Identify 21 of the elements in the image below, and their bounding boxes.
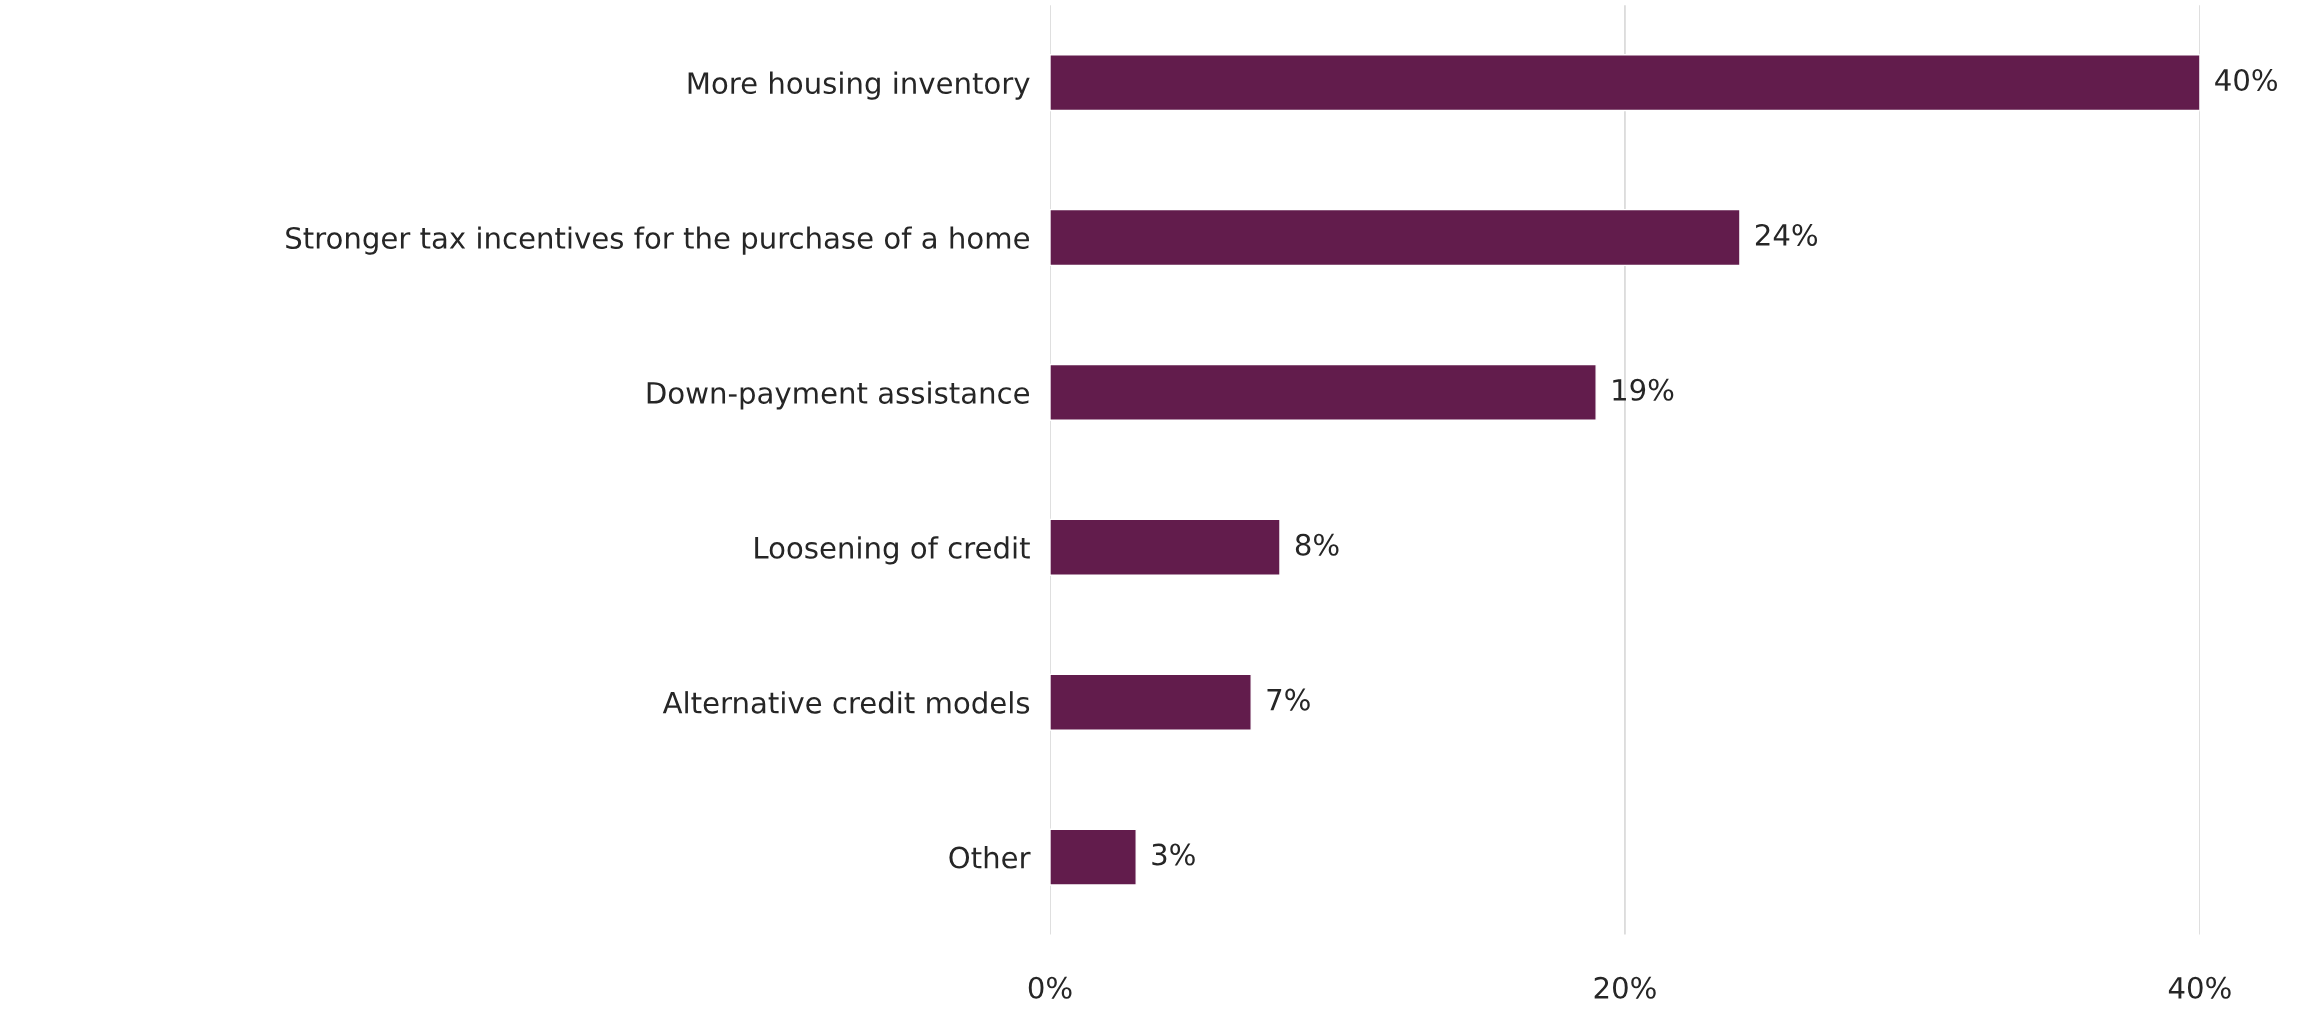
data-label: 19% — [1613, 378, 1674, 401]
data-label: 24% — [1755, 223, 1818, 246]
data-label: 8% — [1295, 533, 1339, 556]
y-tick-label: Down-payment assistance — [647, 381, 1030, 410]
data-label: 3% — [1152, 843, 1195, 866]
x-tick-label: 20% — [1594, 976, 1656, 999]
data-label: 40% — [2215, 68, 2277, 92]
y-tick-label: Alternative credit models — [662, 691, 1030, 714]
y-tick-label: Other — [949, 846, 1031, 869]
bar — [1050, 518, 1281, 576]
y-tick-label: Loosening of credit — [755, 536, 1030, 565]
bar — [1050, 208, 1741, 267]
y-tick-label: Stronger tax incentives for the purchase of a home — [286, 226, 1029, 255]
x-tick-label: 0% — [1028, 976, 1072, 999]
bar — [1050, 54, 2200, 112]
bar — [1050, 828, 1137, 886]
x-tick-label: 40% — [2168, 976, 2231, 999]
y-tick-label: More housing inventory — [688, 71, 1030, 100]
data-label: 7% — [1267, 688, 1310, 711]
bar — [1050, 673, 1252, 731]
bar — [1050, 363, 1597, 421]
